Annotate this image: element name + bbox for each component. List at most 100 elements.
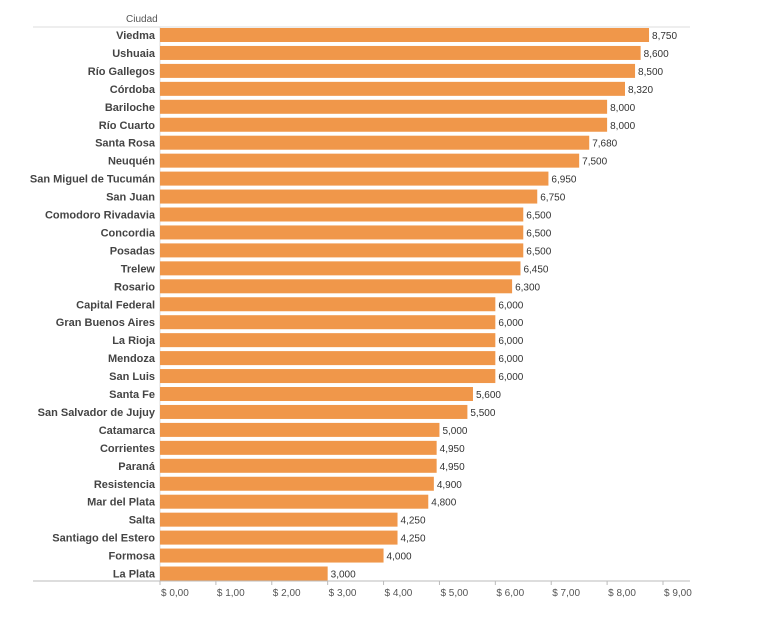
category-label: San Salvador de Jujuy xyxy=(38,407,156,419)
bar[interactable] xyxy=(160,207,524,222)
value-label: 6,500 xyxy=(526,211,551,222)
bar[interactable] xyxy=(160,99,608,114)
value-label: 6,450 xyxy=(523,264,548,275)
bar[interactable] xyxy=(160,315,496,330)
x-tick-label: $ 8,00 xyxy=(608,588,636,599)
bar[interactable] xyxy=(160,512,398,527)
bar[interactable] xyxy=(160,351,496,366)
bar[interactable] xyxy=(160,28,650,42)
x-tick-label: $ 0,00 xyxy=(161,588,189,599)
category-label: San Miguel de Tucumán xyxy=(30,174,155,186)
category-label: Corrientes xyxy=(100,443,155,455)
bar[interactable] xyxy=(160,153,580,168)
category-label: Viedma xyxy=(116,30,156,42)
x-tick-label: $ 6,00 xyxy=(496,588,524,599)
bar[interactable] xyxy=(160,440,437,455)
x-tick-label: $ 3,00 xyxy=(329,588,357,599)
category-label: Paraná xyxy=(118,461,156,473)
bar[interactable] xyxy=(160,404,468,419)
value-label: 6,500 xyxy=(526,246,551,257)
x-tick-label: $ 5,00 xyxy=(440,588,468,599)
category-label: Mendoza xyxy=(108,353,156,365)
bar[interactable] xyxy=(160,135,590,150)
category-label: La Plata xyxy=(113,569,156,581)
value-label: 6,750 xyxy=(540,193,565,204)
category-label: La Rioja xyxy=(112,335,156,347)
bar[interactable] xyxy=(160,243,524,258)
bar[interactable] xyxy=(160,548,384,563)
category-label: Santa Rosa xyxy=(95,138,156,150)
bar[interactable] xyxy=(160,189,538,204)
bar[interactable] xyxy=(160,117,608,132)
category-label: Rosario xyxy=(114,281,155,293)
bar[interactable] xyxy=(160,261,521,276)
bar[interactable] xyxy=(160,45,641,60)
bar[interactable] xyxy=(160,63,636,78)
x-tick-label: $ 4,00 xyxy=(385,588,413,599)
category-label: Gran Buenos Aires xyxy=(56,317,155,329)
category-label: San Luis xyxy=(109,371,155,383)
category-label: Salta xyxy=(129,515,156,527)
category-label: Formosa xyxy=(109,551,156,563)
category-label: Neuquén xyxy=(108,156,155,168)
bar[interactable] xyxy=(160,279,513,294)
value-label: 3,000 xyxy=(331,570,356,581)
value-label: 5,000 xyxy=(442,426,467,437)
category-label: Trelew xyxy=(121,263,156,275)
bar[interactable] xyxy=(160,297,496,312)
bar[interactable] xyxy=(160,494,429,509)
value-label: 4,250 xyxy=(401,516,426,527)
value-label: 8,000 xyxy=(610,103,635,114)
bar[interactable] xyxy=(160,566,328,581)
value-label: 6,000 xyxy=(498,300,523,311)
value-label: 6,000 xyxy=(498,336,523,347)
value-label: 4,900 xyxy=(437,480,462,491)
bar[interactable] xyxy=(160,81,625,96)
bar[interactable] xyxy=(160,422,440,437)
x-tick-label: $ 1,00 xyxy=(217,588,245,599)
value-label: 4,950 xyxy=(440,462,465,473)
category-label: Mar del Plata xyxy=(87,497,156,509)
value-label: 6,950 xyxy=(551,175,576,186)
row-header-label: Ciudad xyxy=(126,14,158,25)
bar[interactable] xyxy=(160,225,524,240)
category-label: Resistencia xyxy=(94,479,156,491)
bar[interactable] xyxy=(160,387,473,401)
bars-group: Viedma 8,750 Ushuaia 8,600 Río Gallegos 8,500… xyxy=(30,28,677,581)
x-axis-ticks: $ 0,00 $ 1,00 $ 2,00 $ 3,00 $ 4,00 $ 5,00 $ 6,… xyxy=(159,581,692,599)
category-label: Córdoba xyxy=(110,84,156,96)
value-label: 6,000 xyxy=(498,372,523,383)
value-label: 4,800 xyxy=(431,498,456,509)
value-label: 8,750 xyxy=(652,31,677,42)
value-label: 8,500 xyxy=(638,67,663,78)
bar[interactable] xyxy=(160,476,434,491)
x-tick-label: $ 2,00 xyxy=(273,588,301,599)
value-label: 7,680 xyxy=(592,139,617,150)
value-label: 5,500 xyxy=(470,408,495,419)
value-label: 8,320 xyxy=(628,85,653,96)
value-label: 6,500 xyxy=(526,228,551,239)
bar[interactable] xyxy=(160,369,496,384)
value-label: 4,000 xyxy=(387,552,412,563)
category-label: Posadas xyxy=(110,245,155,257)
value-label: 5,600 xyxy=(476,390,501,401)
category-label: Ushuaia xyxy=(112,48,156,60)
value-label: 8,600 xyxy=(644,49,669,60)
category-label: Catamarca xyxy=(99,425,156,437)
category-label: Río Gallegos xyxy=(88,66,155,78)
bar[interactable] xyxy=(160,530,398,545)
value-label: 7,500 xyxy=(582,157,607,168)
category-label: Concordia xyxy=(101,227,156,239)
bar[interactable] xyxy=(160,333,496,348)
category-label: Santiago del Estero xyxy=(52,533,155,545)
bar[interactable] xyxy=(160,458,437,473)
category-label: San Juan xyxy=(106,192,155,204)
value-label: 6,300 xyxy=(515,282,540,293)
category-label: Capital Federal xyxy=(76,299,155,311)
category-label: Santa Fe xyxy=(109,389,155,401)
category-label: Bariloche xyxy=(105,102,155,114)
bar[interactable] xyxy=(160,171,549,186)
value-label: 4,950 xyxy=(440,444,465,455)
x-tick-label: $ 7,00 xyxy=(552,588,580,599)
